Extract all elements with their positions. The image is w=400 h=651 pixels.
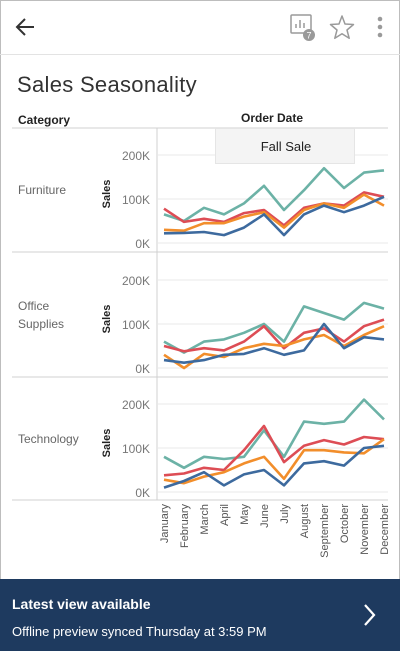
series-line — [163, 195, 385, 237]
series-line — [163, 444, 385, 489]
x-tick-label: March — [199, 504, 211, 535]
banner-subtitle: Offline preview synced Thursday at 3:59 … — [12, 624, 267, 639]
series-line — [163, 191, 385, 227]
banner-title: Latest view available — [12, 596, 151, 612]
series-line — [163, 438, 385, 485]
sales-seasonality-chart[interactable]: 0K 100K 200K Furniture Sales 0K 100K 200K Office… — [0, 0, 400, 579]
category-label: Office — [18, 299, 49, 313]
series-line — [163, 193, 385, 232]
x-tick-label: April — [219, 504, 231, 526]
y-tick-label: 200K — [122, 398, 150, 412]
series-line — [163, 424, 385, 477]
series-line — [163, 301, 385, 354]
x-tick-label: August — [299, 504, 311, 538]
y-tick-label: 100K — [122, 193, 150, 207]
y-axis-label: Sales — [101, 180, 113, 209]
x-tick-label: January — [159, 504, 171, 544]
back-arrow-icon[interactable] — [14, 16, 38, 38]
y-tick-label: 200K — [122, 274, 150, 288]
y-tick-label: 200K — [122, 149, 150, 163]
favorite-star-icon[interactable] — [329, 14, 355, 40]
series-line — [163, 166, 385, 223]
order-date-column-header: Order Date — [241, 111, 304, 125]
series-line — [163, 398, 385, 470]
tooltip-text: Fall Sale — [260, 139, 312, 154]
category-label: Supplies — [18, 317, 64, 331]
category-column-header: Category — [18, 113, 71, 127]
y-axis-label: Sales — [101, 305, 113, 334]
series-line — [163, 322, 385, 365]
x-tick-label: November — [359, 504, 371, 555]
y-tick-label: 0K — [135, 486, 150, 500]
x-tick-label: September — [319, 504, 331, 558]
x-tick-label: December — [379, 504, 391, 555]
category-label: Technology — [18, 432, 79, 446]
latest-view-banner[interactable]: Latest view available Offline preview sy… — [0, 579, 400, 651]
x-tick-label: June — [259, 504, 271, 528]
category-label: Furniture — [18, 183, 66, 197]
x-tick-label: May — [239, 504, 251, 525]
x-tick-label: October — [339, 504, 351, 543]
chevron-right-icon[interactable] — [362, 603, 378, 627]
x-tick-label: July — [279, 504, 291, 524]
page-title: Sales Seasonality — [17, 72, 197, 97]
y-tick-label: 100K — [122, 442, 150, 456]
x-tick-label: February — [179, 504, 191, 549]
y-axis-label: Sales — [101, 429, 113, 458]
data-guide-icon[interactable]: 7 — [290, 14, 318, 42]
tooltip: Fall Sale — [215, 128, 355, 164]
y-tick-label: 100K — [122, 318, 150, 332]
y-tick-label: 0K — [135, 362, 150, 376]
series-line — [163, 325, 385, 370]
data-guide-badge: 7 — [306, 31, 311, 41]
top-app-bar: 7 — [0, 0, 400, 55]
y-tick-label: 0K — [135, 237, 150, 251]
more-options-icon[interactable] — [375, 15, 385, 41]
series-line — [163, 318, 385, 353]
